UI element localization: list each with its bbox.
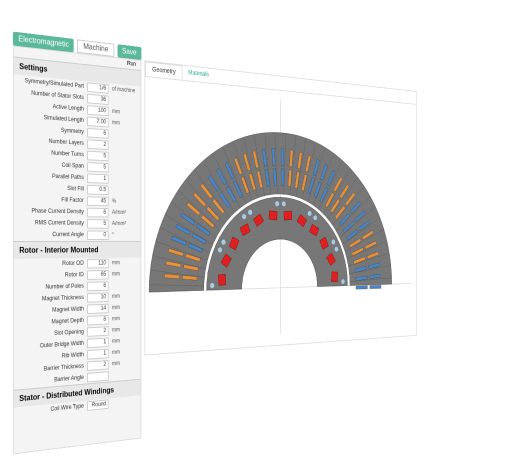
setting-unit: A/mm² [109,210,126,216]
setting-label: Slot Fill [14,184,87,192]
setting-input[interactable]: 6 [87,281,108,291]
setting-input[interactable]: 0 [87,231,108,240]
setting-input[interactable]: 1 [87,337,108,348]
setting-unit: of machine [109,86,136,94]
setting-input[interactable]: 1 [87,349,108,360]
winding [370,285,381,289]
setting-input[interactable]: 2 [87,326,108,337]
setting-label: Magnet Width [14,306,87,315]
setting-label: Rotor OD [14,261,87,268]
slot [281,169,285,186]
setting-unit: mm [109,120,120,126]
setting-unit: mm [109,316,120,322]
setting-label: Number Turns [14,149,87,159]
magnet [331,272,338,282]
setting-input[interactable]: 100 [87,105,108,116]
setting-label: Number of Poles [14,284,87,292]
setting-input[interactable]: 6 [87,128,108,139]
setting-input[interactable]: 8 [87,315,108,325]
setting-input[interactable]: 110 [87,259,108,269]
setting-unit: mm [109,361,120,367]
setting-unit: mm [109,350,120,356]
magnet [218,274,226,285]
setting-unit: mm [109,294,120,300]
winding [281,169,284,186]
winding [281,149,284,166]
setting-unit: % [109,199,117,205]
setting-unit: A/mm² [109,221,126,227]
setting-unit: mm [109,272,120,278]
setting-input[interactable]: 5 [87,219,108,229]
setting-input[interactable]: 36 [87,94,108,105]
setting-input[interactable] [87,371,108,382]
slot [356,285,368,290]
setting-input[interactable]: 14 [87,304,108,314]
setting-input[interactable]: 45 [87,196,108,206]
setting-unit: ° [109,233,114,239]
setting-label: Phase Current Density [14,208,87,215]
setting-unit: mm [109,260,120,266]
setting-input[interactable]: 2 [87,360,108,371]
magnet [269,211,277,220]
page: Electromagnetic Machine Save Run Setting… [0,0,523,443]
setting-label: Rotor ID [14,272,87,279]
setting-input[interactable]: Round [87,399,108,411]
section-title[interactable]: Rotor - Interior Mounted [14,241,141,259]
setting-input[interactable]: 1 [87,174,108,184]
setting-unit: mm [109,109,120,115]
setting-label: Current Angle [14,232,87,238]
setting-input[interactable]: 5 [87,162,108,172]
setting-label: RMS Current Density [14,220,87,227]
setting-input[interactable]: 5 [87,151,108,162]
setting-unit: mm [109,305,120,311]
winding [356,286,368,290]
slot [370,285,382,290]
setting-label: Coil Span [14,161,87,170]
magnet [284,211,292,220]
setting-unit: mm [109,339,120,345]
setting-input[interactable]: 7.00 [87,117,108,128]
setting-input[interactable]: 6 [87,208,108,218]
setting-label: Magnet Thickness [14,295,87,303]
setting-input[interactable]: 65 [87,270,108,280]
setting-unit: mm [109,327,120,333]
setting-label: Fill Factor [14,196,87,204]
motor-drawing [145,77,416,347]
setting-label: Parallel Paths [14,173,87,182]
app: Electromagnetic Machine Save Run Setting… [0,30,421,450]
setting-input[interactable]: 1/6 [87,82,108,93]
setting-input[interactable]: 0.5 [87,185,108,195]
setting-label: Magnet Depth [14,318,87,327]
setting-input[interactable]: 10 [87,292,108,302]
setting-input[interactable]: 2 [87,139,108,150]
slot [281,149,285,166]
